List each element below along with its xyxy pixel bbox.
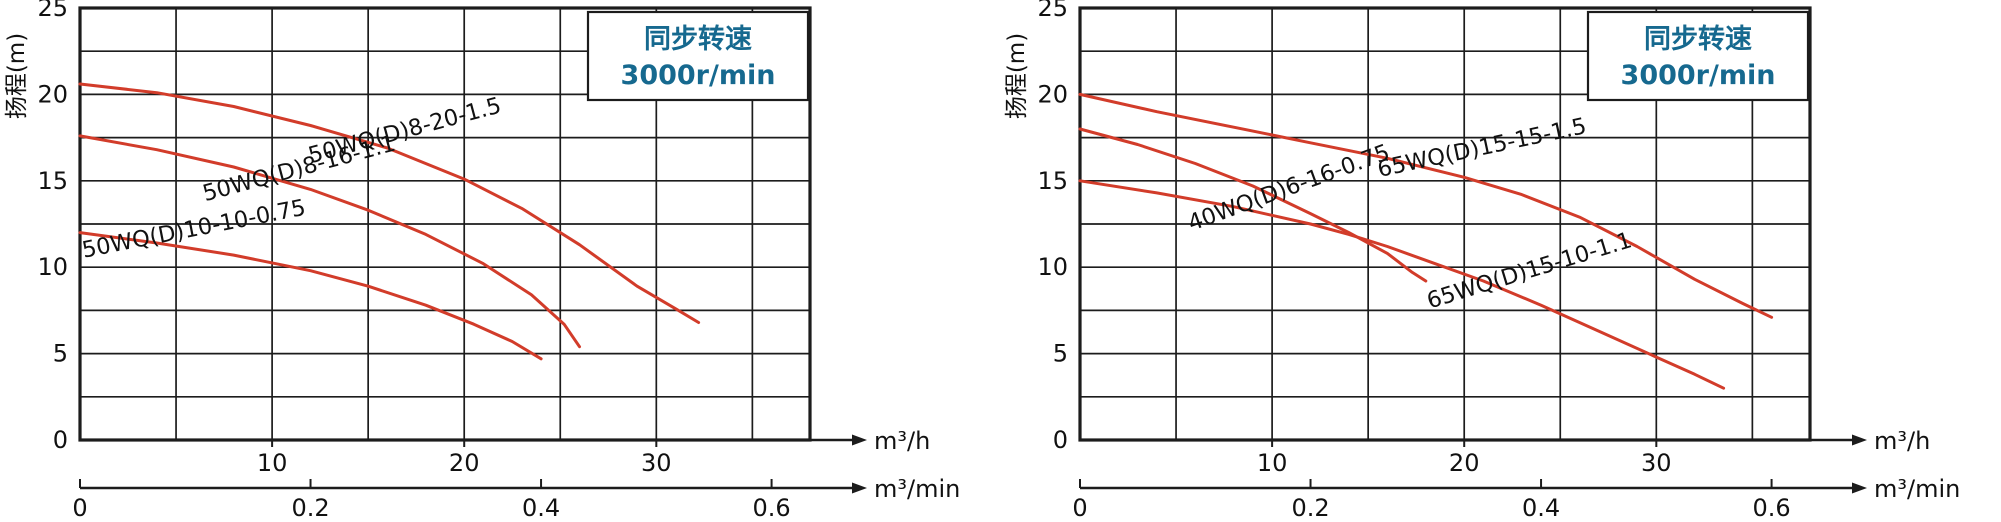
curve-label: 65WQ(D)15-15-1.5: [1375, 113, 1589, 183]
y-tick-label: 0: [53, 426, 68, 454]
y-tick-label: 10: [1037, 253, 1068, 281]
curve-50WQ(D)10-10-0.75: [78, 231, 543, 361]
y-tick-label: 20: [37, 80, 68, 108]
legend-rpm: 3000r/min: [1621, 60, 1776, 91]
x-unit-primary: m³/h: [874, 427, 930, 455]
y-tick-label: 5: [1053, 340, 1068, 368]
x2-tick-label: 0.2: [291, 494, 329, 522]
x-tick-label: 20: [1449, 449, 1480, 477]
plot-border: [78, 6, 812, 442]
y-tick-label: 10: [37, 253, 68, 281]
grid: [80, 8, 810, 440]
x-unit-secondary: m³/min: [1874, 475, 1960, 503]
x-tick-label: 10: [257, 449, 288, 477]
x-tick-label: 30: [641, 449, 672, 477]
y-axis-label: 扬程(m): [4, 33, 30, 119]
x-axis-extension-arrowhead: [1852, 434, 1867, 446]
y-tick-label: 0: [1053, 426, 1068, 454]
y-tick-label: 25: [1037, 0, 1068, 22]
legend-box: [1586, 10, 1810, 102]
curve-label: 40WQ(D)6-16-0.75: [1185, 139, 1394, 236]
y-tick-label: 25: [37, 0, 68, 22]
x-tick-label: 10: [1257, 449, 1288, 477]
grid: [1080, 8, 1810, 440]
x2-tick-label: 0.6: [1752, 494, 1790, 522]
pump-curve-chart-left: 0 5 10 15 20 25 10 20 30 m³/h 0 0.2 0.4 0.6 m³/min 扬程(m…: [4, 0, 960, 522]
legend-box: [586, 10, 810, 102]
x2-tick-label: 0: [72, 494, 87, 522]
x-unit-secondary: m³/min: [874, 475, 960, 503]
y-tick-label: 5: [53, 340, 68, 368]
curve-50WQ(D)8-20-1.5: [78, 82, 701, 324]
curve-40WQ(D)6-16-0.75: [1078, 127, 1428, 283]
x-unit-primary: m³/h: [1874, 427, 1930, 455]
legend-sync-speed: 同步转速: [644, 24, 752, 55]
curve-65WQ(D)15-15-1.5: [1078, 92, 1774, 319]
curve-50WQ(D)8-16-1.1: [78, 134, 581, 349]
y-tick-label: 15: [37, 167, 68, 195]
x2-axis-arrowhead: [1852, 482, 1867, 494]
curve-65WQ(D)15-10-1.1: [1078, 179, 1726, 390]
legend-rpm: 3000r/min: [621, 60, 776, 91]
plot-border: [1078, 6, 1812, 442]
x2-tick-label: 0.4: [1522, 494, 1560, 522]
pump-curve-chart-right: 0 5 10 15 20 25 10 20 30 m³/h 0 0.2 0.4 0.6 m³/min 扬程(m…: [1004, 0, 1960, 522]
x-tick-label: 30: [1641, 449, 1672, 477]
x2-tick-label: 0.4: [522, 494, 560, 522]
y-tick-label: 15: [1037, 167, 1068, 195]
legend-sync-speed: 同步转速: [1644, 24, 1752, 55]
y-tick-label: 20: [1037, 80, 1068, 108]
y-axis-label: 扬程(m): [1004, 33, 1030, 119]
x2-tick-label: 0: [1072, 494, 1087, 522]
x2-axis-arrowhead: [852, 482, 867, 494]
x2-tick-label: 0.2: [1291, 494, 1329, 522]
x-axis-extension-arrowhead: [852, 434, 867, 446]
x-tick-label: 20: [449, 449, 480, 477]
curve-label: 50WQ(D)10-10-0.75: [80, 195, 308, 264]
x2-tick-label: 0.6: [752, 494, 790, 522]
